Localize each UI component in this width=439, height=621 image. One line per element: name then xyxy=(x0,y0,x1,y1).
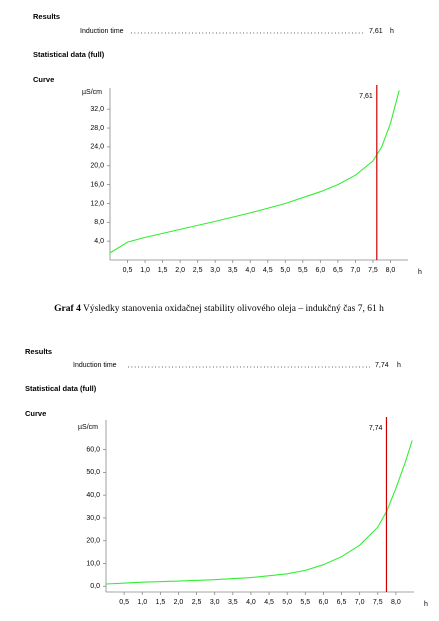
x-tick-label: 4,0 xyxy=(245,267,255,274)
results-heading: Results xyxy=(25,347,52,356)
x-tick-label: 5,5 xyxy=(300,599,310,606)
y-tick-label: 16,0 xyxy=(90,181,104,188)
y-tick-label: 50,0 xyxy=(86,469,100,476)
x-tick-label: 3,0 xyxy=(210,599,220,606)
x-tick-label: 1,0 xyxy=(140,267,150,274)
y-tick-label: 8,0 xyxy=(94,219,104,226)
caption-label: Graf 4 xyxy=(54,304,81,314)
x-tick-label: 4,0 xyxy=(246,599,256,606)
stat-heading: Statistical data (full) xyxy=(33,50,105,59)
x-tick-label: 2,0 xyxy=(175,267,185,274)
x-tick-label: 8,0 xyxy=(391,599,401,606)
stat-heading: Statistical data (full) xyxy=(25,384,97,393)
x-tick-label: 3,5 xyxy=(228,599,238,606)
curve-heading: Curve xyxy=(25,409,46,418)
induction-value: 7,61 xyxy=(369,28,383,35)
x-tick-label: 7,5 xyxy=(373,599,383,606)
y-tick-label: 0,0 xyxy=(90,583,100,590)
x-tick-label: 6,0 xyxy=(319,599,329,606)
y-tick-label: 30,0 xyxy=(86,515,100,522)
y-axis-label: µS/cm xyxy=(82,89,102,96)
x-tick-label: 1,5 xyxy=(158,267,168,274)
induction-label: Induction time xyxy=(73,362,117,369)
curve xyxy=(109,90,400,254)
x-tick-label: 3,5 xyxy=(228,267,238,274)
curve-heading: Curve xyxy=(33,75,54,84)
y-tick-label: 32,0 xyxy=(90,106,104,113)
x-tick-label: 1,5 xyxy=(155,599,165,606)
x-tick-label: 6,0 xyxy=(315,267,325,274)
x-tick-label: 4,5 xyxy=(263,267,273,274)
induction-value: 7,74 xyxy=(375,362,389,369)
y-tick-label: 20,0 xyxy=(90,163,104,170)
x-tick-label: 6,5 xyxy=(333,267,343,274)
marker-label: 7,61 xyxy=(359,93,373,100)
y-tick-label: 60,0 xyxy=(86,446,100,453)
y-tick-label: 28,0 xyxy=(90,125,104,132)
x-tick-label: 2,5 xyxy=(192,599,202,606)
x-tick-label: 7,0 xyxy=(355,599,365,606)
x-tick-label: 0,5 xyxy=(123,267,133,274)
curve xyxy=(105,440,413,585)
y-tick-label: 10,0 xyxy=(86,560,100,567)
x-tick-label: 5,0 xyxy=(280,267,290,274)
induction-unit: h xyxy=(397,362,401,369)
induction-unit: h xyxy=(390,28,394,35)
x-tick-label: 2,0 xyxy=(174,599,184,606)
y-tick-label: 20,0 xyxy=(86,538,100,545)
x-tick-label: 0,5 xyxy=(119,599,129,606)
x-tick-label: 7,5 xyxy=(368,267,378,274)
marker-label: 7,74 xyxy=(369,425,383,432)
x-tick-label: 6,5 xyxy=(337,599,347,606)
y-tick-label: 4,0 xyxy=(94,238,104,245)
y-axis-label: µS/cm xyxy=(78,424,98,431)
x-tick-label: 8,0 xyxy=(386,267,396,274)
y-tick-label: 12,0 xyxy=(90,200,104,207)
x-tick-label: 3,0 xyxy=(210,267,220,274)
caption-text: Výsledky stanovenia oxidačnej stability … xyxy=(83,304,384,314)
x-tick-label: 2,5 xyxy=(193,267,203,274)
x-tick-label: 7,0 xyxy=(351,267,361,274)
x-tick-label: 4,5 xyxy=(264,599,274,606)
x-tick-label: 5,5 xyxy=(298,267,308,274)
y-tick-label: 40,0 xyxy=(86,492,100,499)
x-tick-label: 5,0 xyxy=(282,599,292,606)
results-heading: Results xyxy=(33,12,60,21)
x-axis-label: h xyxy=(424,601,428,608)
x-axis-label: h xyxy=(418,269,422,276)
x-tick-label: 1,0 xyxy=(137,599,147,606)
induction-label: Induction time xyxy=(80,28,124,35)
y-tick-label: 24,0 xyxy=(90,144,104,151)
caption: Graf 4 Výsledky stanovenia oxidačnej sta… xyxy=(54,304,384,314)
